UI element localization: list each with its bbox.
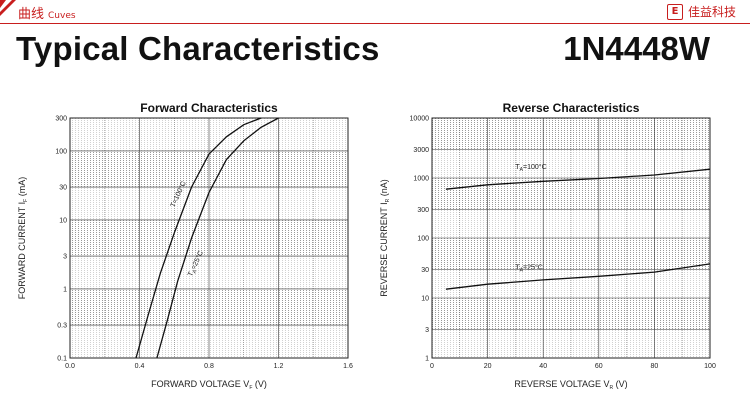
x-tick-label: 100 — [704, 363, 716, 370]
x-tick-label: 0 — [430, 363, 434, 370]
plot-frame — [431, 117, 711, 359]
series-annotation-1: TA=25°C — [515, 263, 542, 273]
x-tick-label: 80 — [651, 363, 659, 370]
y-axis-label: FORWARD CURRENT IF (mA) — [17, 177, 29, 299]
part-number: 1N4448W — [563, 30, 710, 67]
y-tick-label: 0.3 — [57, 323, 67, 330]
chart-title: Forward Characteristics — [140, 101, 278, 115]
y-tick-label: 0.1 — [57, 356, 67, 363]
series-annotation-0: TA=100°C — [515, 163, 546, 173]
x-tick-label: 0.8 — [204, 363, 214, 370]
y-tick-label: 10000 — [410, 116, 430, 123]
page-title: Typical Characteristics — [16, 30, 380, 67]
x-tick-label: 1.6 — [343, 363, 353, 370]
y-tick-label: 10 — [59, 217, 67, 224]
section-title: 曲线 Cuves — [18, 3, 76, 22]
series-line-0 — [135, 117, 262, 359]
series-line-0 — [445, 168, 711, 190]
x-tick-label: 0.4 — [135, 363, 145, 370]
x-axis-label: FORWARD VOLTAGE VF (V) — [151, 379, 267, 391]
brand: E 佳益科技 — [666, 3, 736, 20]
y-tick-label: 1000 — [413, 176, 429, 183]
brand-name: 佳益科技 — [687, 5, 736, 19]
decade-band — [432, 209, 710, 238]
y-tick-label: 30 — [421, 267, 429, 274]
brand-logo-icon: E — [666, 3, 683, 20]
y-tick-label: 3 — [425, 327, 429, 334]
corner-stripe-icon — [0, 0, 16, 16]
x-tick-label: 60 — [595, 363, 603, 370]
x-tick-label: 0.0 — [65, 363, 75, 370]
chart-title: Reverse Characteristics — [503, 101, 640, 115]
top-bar: 曲线 Cuves E 佳益科技 — [0, 0, 750, 24]
series-line-1 — [445, 263, 711, 290]
decade-band — [432, 329, 710, 358]
decade-band — [432, 269, 710, 298]
section-subtitle: Cuves — [48, 11, 76, 21]
x-tick-label: 1.2 — [274, 363, 284, 370]
y-tick-label: 1 — [63, 286, 67, 293]
top-divider — [0, 23, 750, 24]
y-tick-label: 300 — [417, 207, 429, 214]
y-tick-label: 300 — [55, 116, 67, 123]
y-tick-label: 3000 — [413, 147, 429, 154]
section-title-text: 曲线 — [18, 7, 45, 22]
y-tick-label: 1 — [425, 356, 429, 363]
x-tick-label: 40 — [539, 363, 547, 370]
y-tick-label: 3 — [63, 254, 67, 261]
y-tick-label: 30 — [59, 185, 67, 192]
y-tick-label: 100 — [55, 148, 67, 155]
x-tick-label: 20 — [484, 363, 492, 370]
x-axis-label: REVERSE VOLTAGE VR (V) — [514, 379, 627, 391]
y-axis-label: REVERSE CURRENT IR (nA) — [379, 179, 391, 297]
y-tick-label: 100 — [417, 236, 429, 243]
plot-frame — [69, 117, 349, 359]
series-line-1 — [156, 117, 279, 359]
y-tick-label: 10 — [421, 296, 429, 303]
